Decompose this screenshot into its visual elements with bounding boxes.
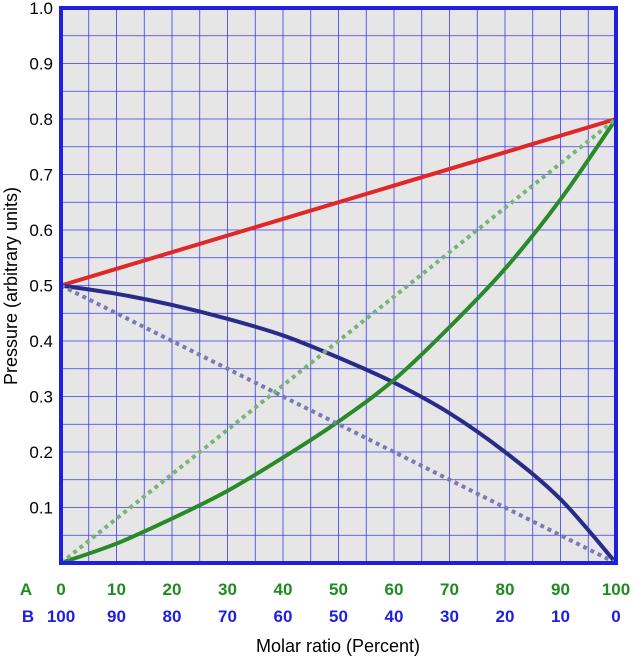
y-tick-label: 0.9 <box>29 55 53 74</box>
series-line-2 <box>60 283 618 565</box>
y-tick-label: 0.3 <box>29 388 53 407</box>
row-label-a: A <box>20 580 32 599</box>
x-tick-label-a: 0 <box>56 580 65 599</box>
x-tick-label-b: 60 <box>274 607 293 626</box>
y-tick-label: 0.2 <box>29 443 53 462</box>
x-tick-label-a: 40 <box>274 580 293 599</box>
y-axis-title: Pressure (arbitrary units) <box>1 187 21 385</box>
x-tick-label-b: 20 <box>496 607 515 626</box>
x-tick-label-b: 80 <box>163 607 182 626</box>
y-tick-label: 0.1 <box>29 499 53 518</box>
x-tick-label-b: 100 <box>47 607 75 626</box>
x-tick-label-a: 20 <box>163 580 182 599</box>
x-tick-label-a: 30 <box>218 580 237 599</box>
x-tick-label-b: 0 <box>611 607 620 626</box>
x-axis-title: Molar ratio (Percent) <box>256 636 420 656</box>
x-tick-label-a: 90 <box>551 580 570 599</box>
x-tick-labels-b: 100 90 80 70 60 50 40 30 20 10 0 <box>47 607 621 626</box>
y-tick-labels: 0.1 0.2 0.3 0.4 0.5 0.6 0.7 0.8 0.9 1.0 <box>29 0 53 518</box>
y-tick-label: 1.0 <box>29 0 53 18</box>
x-tick-label-b: 70 <box>218 607 237 626</box>
x-tick-label-a: 60 <box>385 580 404 599</box>
row-label-b: B <box>22 607 34 626</box>
grid-lines <box>61 8 616 563</box>
x-tick-label-a: 80 <box>496 580 515 599</box>
series-line-5 <box>59 117 618 565</box>
y-tick-label: 0.6 <box>29 221 53 240</box>
x-tick-label-a: 100 <box>602 580 630 599</box>
x-tick-label-a: 50 <box>329 580 348 599</box>
x-tick-label-b: 40 <box>385 607 404 626</box>
series-line-1 <box>60 117 617 288</box>
y-tick-label: 0.8 <box>29 110 53 129</box>
x-tick-label-b: 10 <box>551 607 570 626</box>
x-tick-label-a: 70 <box>440 580 459 599</box>
y-tick-label: 0.5 <box>29 277 53 296</box>
x-tick-labels-a: 0 10 20 30 40 50 60 70 80 90 100 <box>56 580 630 599</box>
x-tick-label-b: 50 <box>329 607 348 626</box>
plot-frame <box>59 6 618 565</box>
x-tick-label-a: 10 <box>107 580 126 599</box>
x-tick-label-b: 30 <box>440 607 459 626</box>
x-tick-label-b: 90 <box>107 607 126 626</box>
series-line-3 <box>60 117 618 565</box>
y-tick-label: 0.7 <box>29 166 53 185</box>
series-lines <box>59 117 618 565</box>
y-tick-label: 0.4 <box>29 332 53 351</box>
